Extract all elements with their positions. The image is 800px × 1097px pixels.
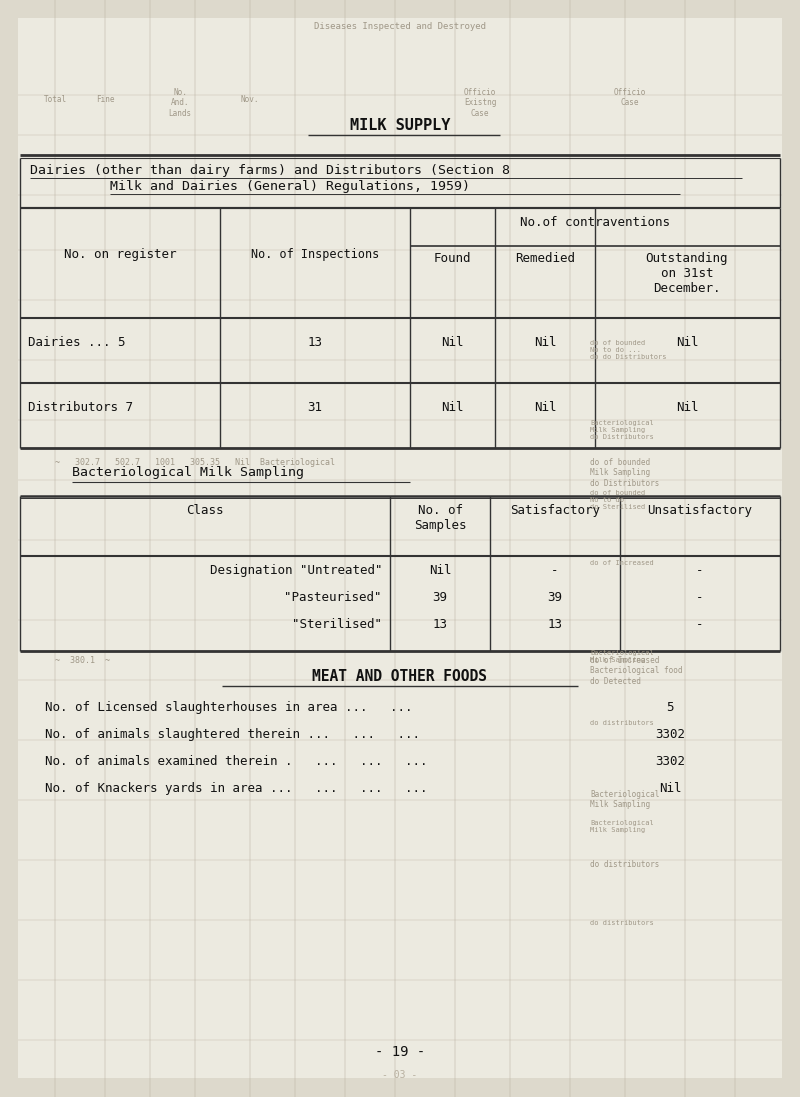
Text: "Sterilised": "Sterilised" [292, 618, 382, 631]
Text: MILK SUPPLY: MILK SUPPLY [350, 118, 450, 133]
Text: do of Increased: do of Increased [590, 559, 654, 566]
Text: -: - [696, 564, 704, 577]
Text: Satisfactory: Satisfactory [510, 504, 600, 517]
Text: No. of Licensed slaughterhouses in area ...   ...: No. of Licensed slaughterhouses in area … [45, 701, 413, 714]
Text: 39: 39 [433, 591, 447, 604]
Text: No. of animals slaughtered therein ...   ...   ...: No. of animals slaughtered therein ... .… [45, 728, 420, 740]
Text: No. of
Samples: No. of Samples [414, 504, 466, 532]
Text: Remedied: Remedied [515, 252, 575, 265]
Text: Bacteriological
Milk Sampling: Bacteriological Milk Sampling [590, 819, 654, 833]
Text: No. of animals examined therein .   ...   ...   ...: No. of animals examined therein . ... ..… [45, 755, 427, 768]
Text: "Pasteurised": "Pasteurised" [285, 591, 382, 604]
Text: Distributors 7: Distributors 7 [28, 402, 133, 414]
Text: Nil: Nil [429, 564, 451, 577]
Text: MEAT AND OTHER FOODS: MEAT AND OTHER FOODS [313, 669, 487, 685]
Text: No. of Inspections: No. of Inspections [251, 248, 379, 261]
Text: Nil: Nil [676, 336, 698, 349]
Text: 13: 13 [433, 618, 447, 631]
Text: No.of contraventions: No.of contraventions [520, 216, 670, 229]
Text: Dairies (other than dairy farms) and Distributors (Section 8: Dairies (other than dairy farms) and Dis… [30, 163, 510, 177]
Text: Bacteriological
Milk Sampling
do Distributors: Bacteriological Milk Sampling do Distrib… [590, 420, 654, 440]
Text: do distributors: do distributors [590, 860, 659, 869]
Text: Nil: Nil [441, 402, 463, 414]
Text: 5: 5 [666, 701, 674, 714]
Text: Milk and Dairies (General) Regulations, 1959): Milk and Dairies (General) Regulations, … [110, 180, 470, 193]
Text: Nil: Nil [534, 402, 556, 414]
Text: -: - [551, 564, 558, 577]
Text: Designation "Untreated": Designation "Untreated" [210, 564, 382, 577]
Text: No.
And.
Lands: No. And. Lands [169, 88, 191, 117]
Text: 13: 13 [307, 336, 322, 349]
Text: Bacteriological Milk Sampling: Bacteriological Milk Sampling [72, 466, 304, 479]
Text: No. on register: No. on register [64, 248, 176, 261]
Text: 39: 39 [547, 591, 562, 604]
Text: Outstanding
on 31st
December.: Outstanding on 31st December. [646, 252, 728, 295]
Text: do of Increased
Bacteriological food
do Detected: do of Increased Bacteriological food do … [590, 656, 682, 686]
Text: No. of Knackers yards in area ...   ...   ...   ...: No. of Knackers yards in area ... ... ..… [45, 782, 427, 795]
Text: Class: Class [186, 504, 224, 517]
Text: 13: 13 [547, 618, 562, 631]
Text: - 03 -: - 03 - [382, 1070, 418, 1081]
Text: Diseases Inspected and Destroyed: Diseases Inspected and Destroyed [314, 22, 486, 31]
Text: Nil: Nil [676, 402, 698, 414]
Text: do of bounded
No to do
do Sterilised: do of bounded No to do do Sterilised [590, 490, 646, 510]
Text: 3302: 3302 [655, 755, 685, 768]
Text: Nil: Nil [441, 336, 463, 349]
Text: Unsatisfactory: Unsatisfactory [647, 504, 753, 517]
Text: do distributors: do distributors [590, 720, 654, 726]
Text: ~   302.7   502.7   1001   305.35   Nil  Bacteriological: ~ 302.7 502.7 1001 305.35 Nil Bacteriolo… [55, 459, 335, 467]
Text: do of bounded
No to do ...
do do Distributors: do of bounded No to do ... do do Distrib… [590, 340, 666, 360]
Text: Total: Total [43, 95, 66, 104]
Text: Bacteriological
Milk Sampling: Bacteriological Milk Sampling [590, 651, 654, 663]
Text: Officio
Existng
Case: Officio Existng Case [464, 88, 496, 117]
Text: Fine: Fine [96, 95, 114, 104]
Text: Bacteriological
Milk Sampling: Bacteriological Milk Sampling [590, 790, 659, 810]
Text: -: - [696, 618, 704, 631]
Text: -: - [696, 591, 704, 604]
Text: Nil: Nil [534, 336, 556, 349]
Text: ~  380.1  ~: ~ 380.1 ~ [55, 656, 110, 665]
Text: do distributors: do distributors [590, 920, 654, 926]
Text: Found: Found [434, 252, 470, 265]
Text: Nov.: Nov. [241, 95, 259, 104]
Text: - 19 -: - 19 - [375, 1045, 425, 1059]
Text: Dairies ... 5: Dairies ... 5 [28, 336, 126, 349]
Text: Nil: Nil [658, 782, 682, 795]
Text: 31: 31 [307, 402, 322, 414]
Text: do of bounded
Milk Sampling
do Distributors: do of bounded Milk Sampling do Distribut… [590, 459, 659, 488]
Text: 3302: 3302 [655, 728, 685, 740]
Text: Officio
Case: Officio Case [614, 88, 646, 108]
